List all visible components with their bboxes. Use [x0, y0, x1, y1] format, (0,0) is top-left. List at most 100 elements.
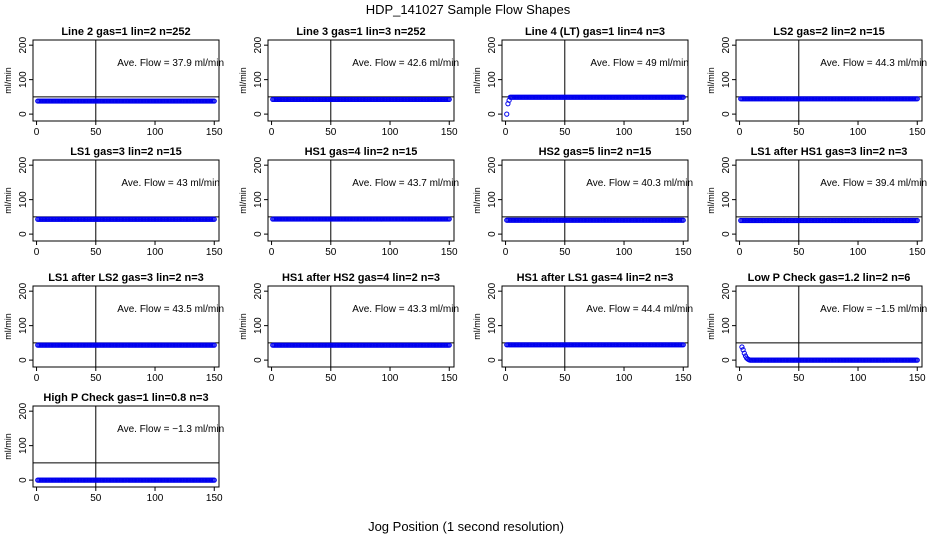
x-tick-label: 100 [147, 247, 164, 258]
data-point [914, 217, 920, 224]
x-tick-label: 100 [616, 127, 633, 138]
chart-panel: Line 4 (LT) gas=1 lin=4 n=3 ml/min 0 50 100 1… [472, 26, 692, 138]
x-tick-label: 100 [850, 373, 867, 384]
plot-frame [735, 39, 923, 122]
y-tick-label: 0 [253, 231, 264, 237]
y-tick-label: 100 [18, 437, 29, 454]
y-tick-label: 100 [487, 71, 498, 88]
panel-title: LS2 gas=2 lin=2 n=15 [773, 26, 885, 38]
x-tick-label: 50 [793, 373, 805, 384]
x-tick-label: 50 [90, 127, 102, 138]
y-tick-label: 0 [18, 111, 29, 117]
x-tick-label: 50 [559, 247, 571, 258]
average-flow-annotation: Ave. Flow = −1.3 ml/min [117, 424, 224, 435]
average-flow-annotation: Ave. Flow = 43 ml/min [121, 178, 219, 189]
figure-title: HDP_141027 Sample Flow Shapes [366, 2, 571, 17]
y-axis-label: ml/min [706, 313, 716, 340]
average-flow-annotation: Ave. Flow = 44.3 ml/min [820, 58, 927, 69]
y-axis-label: ml/min [472, 187, 482, 214]
data-point [680, 217, 686, 223]
y-tick-label: 100 [253, 191, 264, 208]
chart-panel: LS1 gas=3 lin=2 n=15 ml/min 0 50 100 150 0 100 2… [3, 146, 223, 258]
average-flow-annotation: Ave. Flow = 42.6 ml/min [352, 58, 459, 69]
plot-frame [735, 285, 923, 368]
plot-frame [32, 285, 220, 368]
x-tick-label: 150 [675, 127, 692, 138]
y-axis-label: ml/min [3, 67, 13, 94]
y-axis-label: ml/min [706, 187, 716, 214]
y-tick-label: 200 [487, 36, 498, 53]
y-tick-label: 100 [487, 317, 498, 334]
x-tick-label: 0 [737, 373, 743, 384]
plot-frame [32, 159, 220, 242]
x-tick-label: 100 [382, 127, 399, 138]
y-tick-label: 100 [253, 317, 264, 334]
chart-panel: HS2 gas=5 lin=2 n=15 ml/min 0 50 100 150 0 100 2… [472, 146, 693, 258]
x-tick-label: 100 [147, 493, 164, 504]
y-tick-label: 0 [721, 111, 732, 117]
y-tick-label: 200 [253, 156, 264, 173]
x-tick-label: 0 [34, 493, 40, 504]
y-tick-label: 100 [721, 71, 732, 88]
plot-frame [267, 39, 455, 122]
x-tick-label: 150 [206, 127, 223, 138]
data-point [739, 344, 745, 350]
x-tick-label: 50 [559, 127, 571, 138]
plot-frame [501, 39, 689, 122]
data-point [446, 96, 452, 103]
y-axis-label: ml/min [3, 313, 13, 340]
average-flow-annotation: Ave. Flow = 40.3 ml/min [586, 178, 693, 189]
y-tick-label: 0 [487, 231, 498, 237]
y-tick-label: 200 [721, 282, 732, 299]
y-tick-label: 100 [721, 191, 732, 208]
y-axis-label: ml/min [238, 187, 248, 214]
x-tick-label: 50 [793, 247, 805, 258]
x-tick-label: 150 [206, 247, 223, 258]
x-tick-label: 150 [441, 127, 458, 138]
plot-frame [501, 285, 689, 368]
panel-title: Line 2 gas=1 lin=2 n=252 [61, 26, 190, 38]
y-tick-label: 200 [253, 36, 264, 53]
data-point [211, 216, 217, 222]
average-flow-annotation: Ave. Flow = 37.9 ml/min [117, 58, 224, 69]
panel-title: HS1 after HS2 gas=4 lin=2 n=3 [282, 272, 440, 284]
chart-panel: LS1 after HS1 gas=3 lin=2 n=3 ml/min 0 50 10… [706, 146, 927, 258]
data-point [741, 350, 747, 356]
x-tick-label: 100 [850, 127, 867, 138]
x-tick-label: 0 [269, 127, 275, 138]
data-point [211, 477, 217, 483]
x-tick-label: 150 [675, 373, 692, 384]
data-point [211, 342, 217, 348]
x-tick-label: 0 [737, 127, 743, 138]
chart-panel: HS1 after LS1 gas=4 lin=2 n=3 ml/min 0 50 10… [472, 272, 693, 384]
x-tick-label: 100 [382, 373, 399, 384]
x-tick-label: 50 [793, 127, 805, 138]
x-tick-label: 50 [325, 373, 337, 384]
y-axis-label: ml/min [238, 313, 248, 340]
x-tick-label: 0 [34, 373, 40, 384]
panel-title: LS1 gas=3 lin=2 n=15 [70, 146, 182, 158]
y-tick-label: 200 [253, 282, 264, 299]
x-tick-label: 150 [909, 247, 926, 258]
x-tick-label: 50 [559, 373, 571, 384]
y-axis-label: ml/min [706, 67, 716, 94]
panel-title: Low P Check gas=1.2 lin=2 n=6 [748, 272, 911, 284]
y-tick-label: 0 [721, 231, 732, 237]
chart-panel: HS1 gas=4 lin=2 n=15 ml/min 0 50 100 150 0 100 2… [238, 146, 459, 258]
data-point [446, 342, 452, 348]
y-axis-label: ml/min [3, 187, 13, 214]
x-tick-label: 50 [325, 247, 337, 258]
y-tick-label: 200 [18, 282, 29, 299]
x-tick-label: 0 [503, 127, 509, 138]
y-tick-label: 0 [18, 477, 29, 483]
panel-title: HS1 gas=4 lin=2 n=15 [305, 146, 418, 158]
y-tick-label: 0 [253, 357, 264, 363]
plot-frame [267, 285, 455, 368]
x-tick-label: 100 [147, 127, 164, 138]
y-axis-label: ml/min [238, 67, 248, 94]
plot-frame [735, 159, 923, 242]
average-flow-annotation: Ave. Flow = 39.4 ml/min [820, 178, 927, 189]
y-tick-label: 100 [18, 71, 29, 88]
plot-frame [501, 159, 689, 242]
